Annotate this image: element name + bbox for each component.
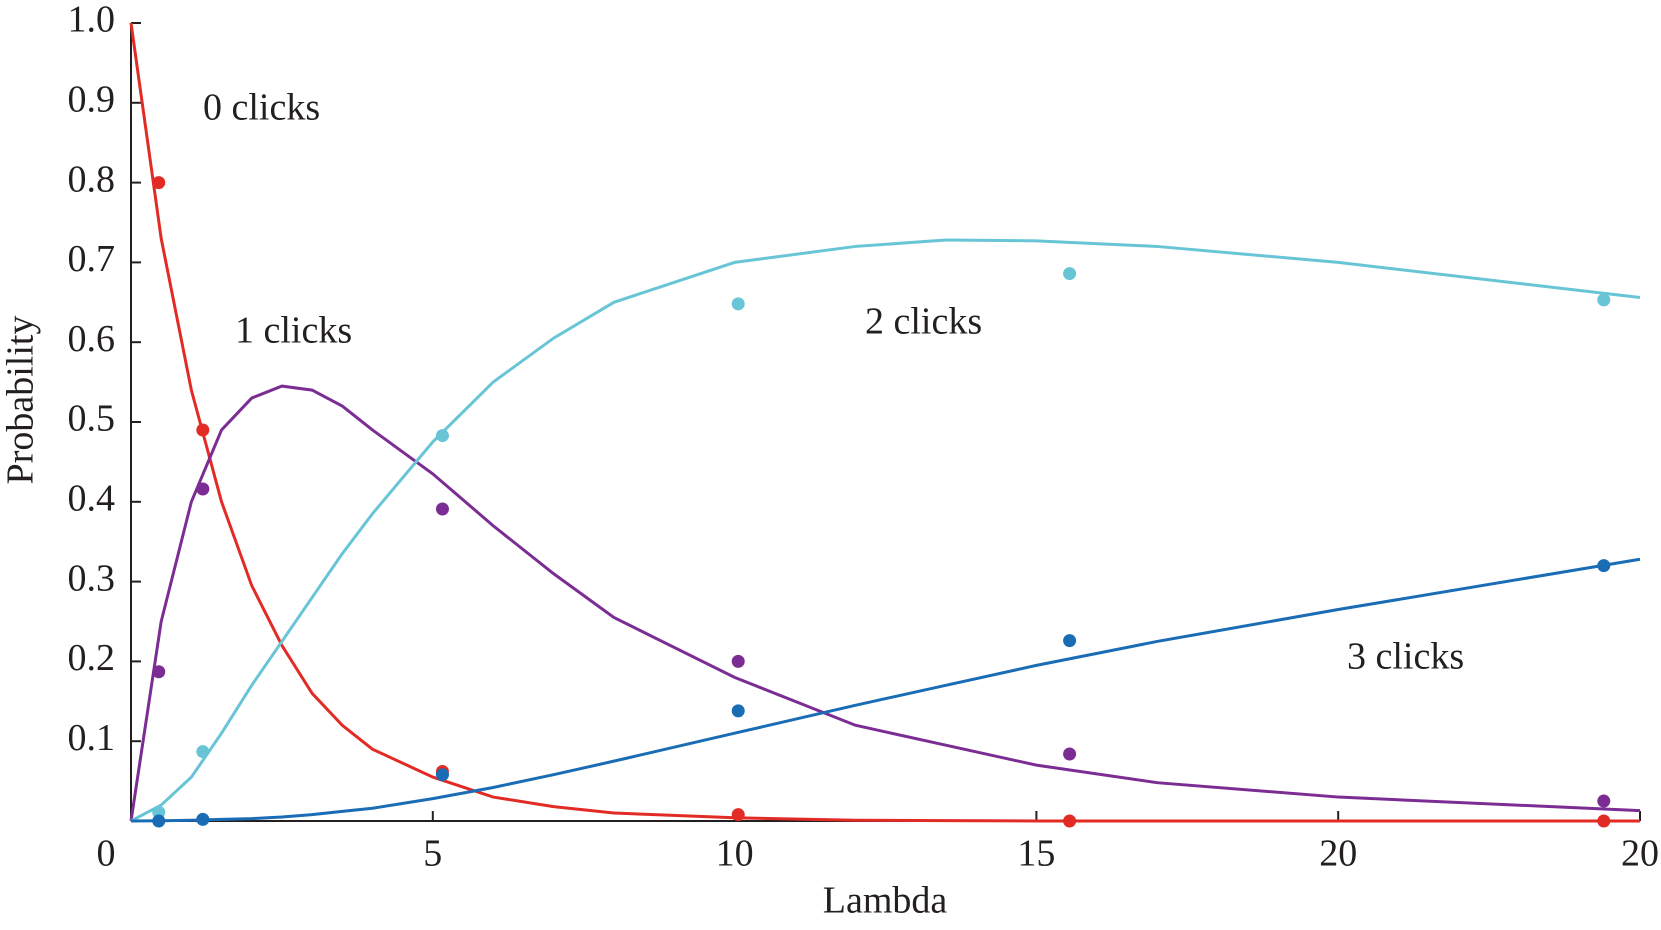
data-point bbox=[435, 502, 449, 516]
y-axis-label: Probability bbox=[0, 316, 42, 485]
data-point bbox=[731, 297, 745, 311]
data-point bbox=[1063, 634, 1077, 648]
y-tick-label: 1.0 bbox=[68, 0, 116, 41]
series-line bbox=[130, 557, 1641, 823]
series-label: 3 clicks bbox=[1347, 636, 1464, 678]
x-tick-label: 20 bbox=[1621, 833, 1659, 875]
data-point bbox=[1597, 814, 1611, 828]
y-tick-label: 0.7 bbox=[68, 238, 116, 280]
x-tick-label: 15 bbox=[1017, 833, 1055, 875]
data-point bbox=[1597, 794, 1611, 808]
data-point bbox=[1063, 267, 1077, 281]
y-tick-label: 0.8 bbox=[68, 158, 116, 200]
x-tick-label: 10 bbox=[716, 833, 754, 875]
data-point bbox=[196, 745, 210, 759]
data-point bbox=[435, 429, 449, 443]
series-label: 0 clicks bbox=[203, 87, 320, 129]
x-tick-label: 5 bbox=[423, 833, 442, 875]
data-point bbox=[731, 808, 745, 822]
data-point bbox=[152, 665, 166, 679]
series-label: 2 clicks bbox=[865, 301, 982, 343]
data-point bbox=[1597, 293, 1611, 307]
y-tick-label: 0.5 bbox=[68, 398, 116, 440]
y-tick-label: 0.6 bbox=[68, 318, 116, 360]
y-tick-label: 0.4 bbox=[68, 478, 116, 520]
data-point bbox=[1063, 747, 1077, 761]
y-tick-label: 0.3 bbox=[68, 557, 116, 599]
data-point bbox=[196, 812, 210, 826]
x-tick-label: 0 bbox=[97, 833, 116, 875]
x-axis-label: Lambda bbox=[823, 880, 948, 922]
series-line bbox=[129, 384, 1641, 822]
data-point bbox=[731, 654, 745, 668]
y-tick-label: 0.1 bbox=[68, 717, 116, 759]
data-point bbox=[1063, 814, 1077, 828]
y-tick-label: 0.2 bbox=[68, 637, 116, 679]
data-point bbox=[196, 482, 210, 496]
data-point bbox=[1597, 559, 1611, 573]
data-point bbox=[435, 768, 449, 782]
series-label: 1 clicks bbox=[235, 310, 352, 352]
data-point bbox=[731, 704, 745, 718]
data-point bbox=[152, 814, 166, 828]
y-tick-label: 0.9 bbox=[68, 79, 116, 121]
data-point bbox=[152, 176, 166, 190]
data-point bbox=[196, 423, 210, 437]
series-line bbox=[130, 238, 1641, 823]
series-line bbox=[129, 22, 1640, 823]
x-tick-label: 20 bbox=[1319, 833, 1357, 875]
